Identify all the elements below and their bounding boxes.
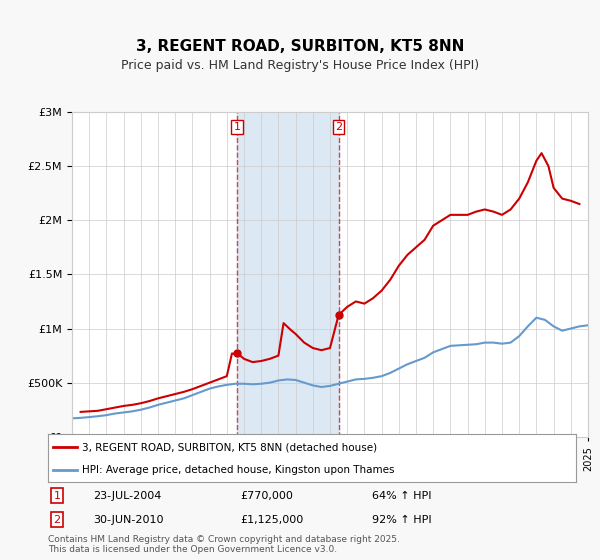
Bar (237, 112, 338, 437)
Text: Contains HM Land Registry data © Crown copyright and database right 2025.
This d: Contains HM Land Registry data © Crown c… (48, 535, 400, 554)
Text: 30-JUN-2010: 30-JUN-2010 (93, 515, 163, 525)
Text: 1: 1 (53, 491, 61, 501)
Text: HPI: Average price, detached house, Kingston upon Thames: HPI: Average price, detached house, King… (82, 465, 395, 475)
Text: Price paid vs. HM Land Registry's House Price Index (HPI): Price paid vs. HM Land Registry's House … (121, 59, 479, 72)
Text: 1: 1 (233, 122, 241, 132)
Text: 92% ↑ HPI: 92% ↑ HPI (372, 515, 431, 525)
Text: 64% ↑ HPI: 64% ↑ HPI (372, 491, 431, 501)
Text: £1,125,000: £1,125,000 (240, 515, 303, 525)
Text: 2: 2 (53, 515, 61, 525)
Text: 3, REGENT ROAD, SURBITON, KT5 8NN (detached house): 3, REGENT ROAD, SURBITON, KT5 8NN (detac… (82, 442, 377, 452)
Text: 3, REGENT ROAD, SURBITON, KT5 8NN: 3, REGENT ROAD, SURBITON, KT5 8NN (136, 39, 464, 54)
Text: 23-JUL-2004: 23-JUL-2004 (93, 491, 161, 501)
Text: £770,000: £770,000 (240, 491, 293, 501)
Text: 2: 2 (335, 122, 342, 132)
